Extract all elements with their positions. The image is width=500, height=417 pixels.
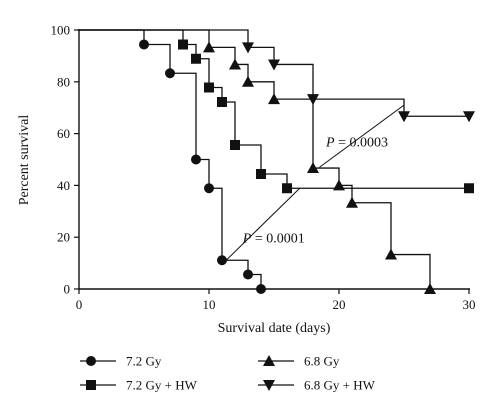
x-tick-label: 20	[333, 297, 346, 312]
data-point	[256, 284, 266, 294]
x-tick-label: 0	[76, 297, 83, 312]
legend: 7.2 Gy 7.2 Gy + HW 6.8 Gy 6.8 Gy + HW	[80, 354, 376, 393]
data-point	[307, 162, 319, 174]
series-group	[79, 29, 475, 294]
y-tick-label: 0	[64, 282, 71, 297]
x-tick-label: 30	[463, 297, 476, 312]
data-point	[242, 42, 254, 54]
data-point	[307, 94, 319, 106]
data-point	[424, 283, 436, 294]
data-point	[178, 39, 188, 50]
series-line	[79, 29, 469, 117]
data-point	[268, 93, 280, 105]
p-value-label: P = 0.0003	[325, 136, 388, 151]
annotations: P = 0.0003 P = 0.0001	[225, 104, 405, 261]
data-point	[217, 255, 227, 266]
legend-marker	[263, 380, 275, 391]
legend-label: 7.2 Gy	[126, 354, 162, 369]
data-point	[464, 183, 474, 194]
legend-item: 6.8 Gy	[258, 354, 340, 369]
y-tick-label: 60	[57, 126, 70, 141]
legend-item: 7.2 Gy + HW	[80, 378, 198, 393]
data-point	[256, 169, 266, 180]
series-line	[79, 29, 469, 189]
data-point	[229, 58, 241, 70]
x-axis-label: Survival date (days)	[218, 321, 331, 336]
series-2	[79, 29, 474, 194]
legend-label: 6.8 Gy + HW	[304, 378, 376, 393]
data-point	[191, 154, 201, 165]
legend-marker	[263, 355, 275, 366]
p-value-label: P = 0.0001	[242, 231, 305, 246]
data-point	[230, 139, 240, 150]
data-point	[385, 248, 397, 260]
legend-label: 7.2 Gy + HW	[126, 378, 198, 393]
series-3	[79, 29, 436, 294]
legend-marker	[86, 380, 96, 390]
series-1	[79, 29, 266, 294]
y-tick-label: 40	[57, 178, 70, 193]
data-point	[333, 179, 345, 191]
x-tick-label: 10	[203, 297, 216, 312]
y-tick-label: 20	[57, 230, 70, 245]
annotation-pointer	[319, 104, 405, 168]
legend-marker	[86, 356, 96, 366]
data-point	[398, 111, 410, 123]
data-point	[268, 59, 280, 71]
data-point	[463, 111, 475, 123]
series-4	[79, 29, 475, 123]
data-point	[204, 82, 214, 93]
data-point	[191, 53, 201, 64]
data-point	[204, 183, 214, 194]
axes	[78, 29, 470, 290]
y-tick-label: 80	[57, 74, 70, 89]
ticks: 0 10 20 30 0 20 40 60 80 100	[51, 23, 476, 313]
legend-label: 6.8 Gy	[304, 354, 340, 369]
y-axis-label: Percent survival	[17, 115, 32, 206]
data-point	[217, 97, 227, 108]
series-line	[79, 29, 431, 289]
y-tick-label: 100	[51, 23, 71, 38]
data-point	[346, 196, 358, 208]
data-point	[243, 269, 253, 280]
legend-item: 7.2 Gy	[80, 354, 162, 369]
annotation-pointer	[225, 187, 301, 261]
data-point	[139, 39, 149, 50]
data-point	[203, 41, 215, 53]
data-point	[282, 183, 292, 194]
legend-item: 6.8 Gy + HW	[258, 378, 376, 393]
data-point	[165, 68, 175, 79]
data-point	[242, 75, 254, 87]
